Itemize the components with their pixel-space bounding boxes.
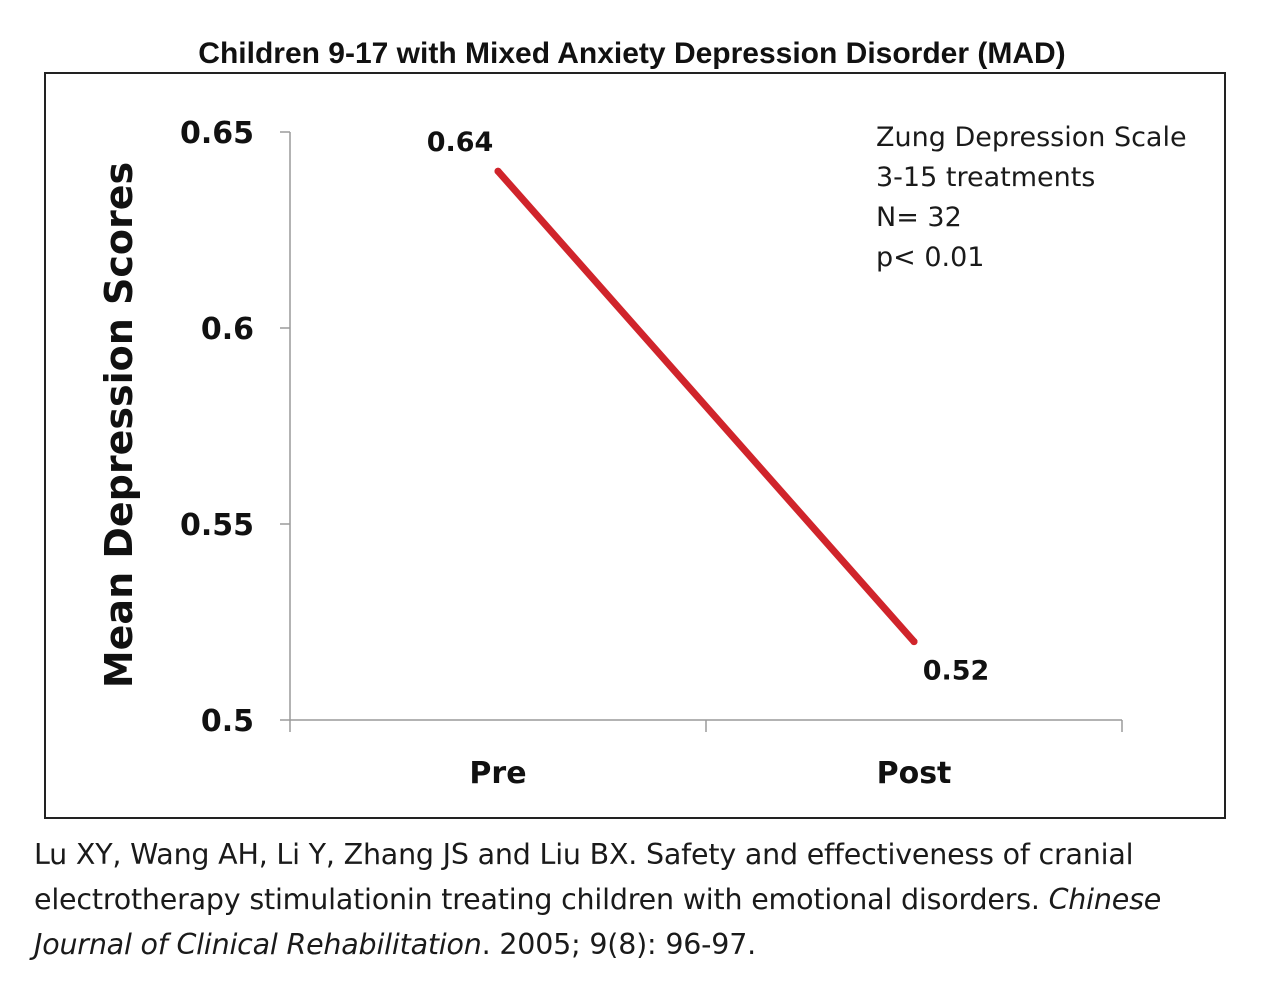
y-tick-label: 0.5 [201, 704, 254, 739]
y-tick-label: 0.6 [201, 312, 254, 347]
data-point [494, 167, 502, 175]
x-tick-label: Pre [469, 756, 526, 791]
stats-annotation: Zung Depression Scale 3-15 treatments N= 3… [876, 122, 1187, 273]
data-labels: 0.64 0.52 [427, 127, 990, 686]
y-axis-label: Mean Depression Scores [97, 162, 141, 688]
annotation-line: N= 32 [876, 202, 962, 233]
y-tick-label: 0.65 [180, 116, 254, 151]
y-tick-label: 0.55 [180, 508, 254, 543]
chart-title: Children 9-17 with Mixed Anxiety Depress… [198, 37, 1065, 70]
data-label: 0.52 [923, 656, 990, 687]
citation: Lu XY, Wang AH, Li Y, Zhang JS and Liu B… [34, 832, 1264, 967]
data-point [910, 638, 918, 646]
citation-journal: Chinese Journal of Clinical Rehabilitati… [34, 883, 1162, 961]
chart-frame [44, 72, 1226, 819]
citation-details: . 2005; 9(8): 96-97. [481, 928, 757, 961]
annotation-line: p< 0.01 [876, 242, 984, 273]
annotation-line: 3-15 treatments [876, 162, 1095, 193]
annotation-line: Zung Depression Scale [876, 122, 1187, 153]
data-label: 0.64 [427, 127, 494, 158]
citation-authors: Lu XY, Wang AH, Li Y, Zhang JS and Liu B… [34, 838, 1134, 916]
series-line [494, 167, 918, 646]
series-group [494, 167, 918, 646]
x-ticks: Pre Post [289, 720, 1123, 791]
y-ticks: 0.5 0.55 0.6 0.65 [180, 116, 290, 739]
chart: Children 9-17 with Mixed Anxiety Depress… [44, 37, 1226, 819]
x-tick-label: Post [877, 756, 952, 791]
